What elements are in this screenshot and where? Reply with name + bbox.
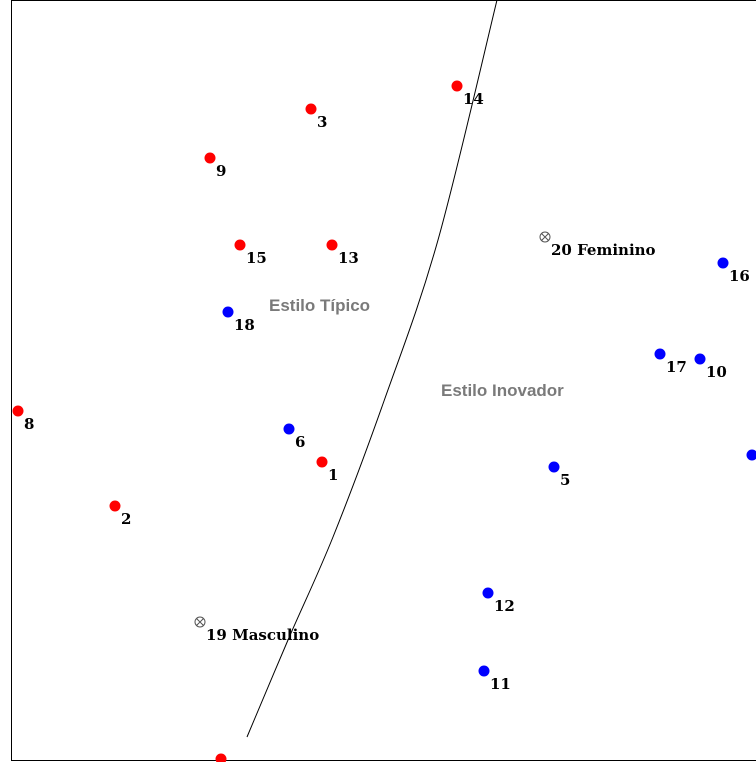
innovative-point-16 xyxy=(717,257,729,269)
point-label-6: 6 xyxy=(295,433,305,451)
point-label-1: 1 xyxy=(328,466,338,484)
point-label-14: 14 xyxy=(463,90,484,108)
innovative-point-5 xyxy=(548,461,560,473)
innovative-point-11 xyxy=(478,665,490,677)
typical-point-7 xyxy=(215,753,227,762)
innovative-point-12 xyxy=(482,587,494,599)
typical-point-13 xyxy=(326,239,338,251)
point-label-8: 8 xyxy=(24,415,34,433)
innovative-point-17 xyxy=(654,348,666,360)
innovative-point-10 xyxy=(694,353,706,365)
plot-frame xyxy=(11,0,756,761)
boundary-curve xyxy=(246,0,498,738)
typical-point-3 xyxy=(305,103,317,115)
point-label-16: 16 xyxy=(729,267,750,285)
typical-point-14 xyxy=(451,80,463,92)
point-label-10: 10 xyxy=(706,363,727,381)
typical-point-8 xyxy=(12,405,24,417)
point-label-13: 13 xyxy=(338,249,359,267)
data-points: 12378913141545610111216171819 Masculino2… xyxy=(12,80,756,762)
innovative-point-6 xyxy=(283,423,295,435)
point-label-19: 19 Masculino xyxy=(206,626,319,644)
point-label-5: 5 xyxy=(560,471,570,489)
innovative-point-4 xyxy=(746,449,756,461)
point-label-12: 12 xyxy=(494,597,515,615)
region-label-typical: Estilo Típico xyxy=(269,296,370,315)
typical-point-15 xyxy=(234,239,246,251)
point-label-15: 15 xyxy=(246,249,267,267)
point-label-20: 20 Feminino xyxy=(551,241,656,259)
point-label-2: 2 xyxy=(121,510,131,528)
point-label-17: 17 xyxy=(666,358,687,376)
typical-point-1 xyxy=(316,456,328,468)
point-label-18: 18 xyxy=(234,316,255,334)
region-label-innovative: Estilo Inovador xyxy=(441,381,564,400)
typical-point-9 xyxy=(204,152,216,164)
point-label-9: 9 xyxy=(216,162,226,180)
point-label-11: 11 xyxy=(490,675,511,693)
point-label-3: 3 xyxy=(317,113,327,131)
reference-cross-19 xyxy=(196,618,204,626)
typical-point-2 xyxy=(109,500,121,512)
reference-cross-20 xyxy=(541,233,549,241)
innovative-point-18 xyxy=(222,306,234,318)
